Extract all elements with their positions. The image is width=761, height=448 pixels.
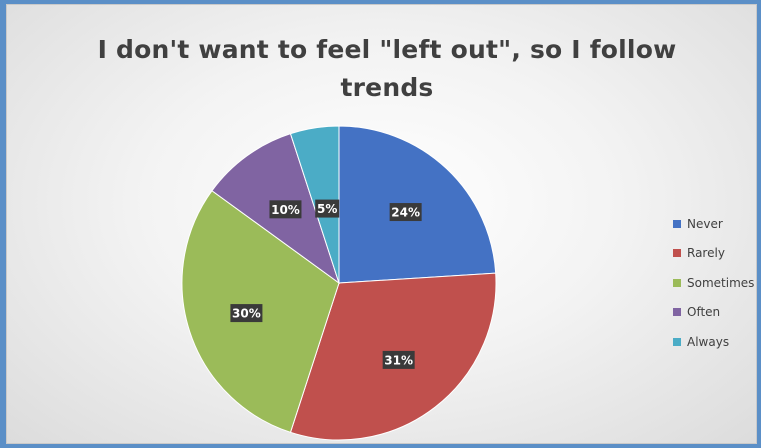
legend-item-never: Never bbox=[673, 209, 754, 239]
data-label-text: 24% bbox=[391, 206, 420, 220]
pie-chart: 24% 31% 30% 10% 5% bbox=[181, 125, 497, 441]
data-label-always: 5% bbox=[315, 199, 340, 218]
data-label-text: 30% bbox=[232, 307, 261, 321]
data-label-box bbox=[389, 203, 422, 222]
legend-label: Sometimes bbox=[687, 275, 755, 290]
data-label-text: 10% bbox=[271, 203, 300, 217]
chart-title: I don't want to feel "left out", so I fo… bbox=[97, 35, 677, 102]
legend-label: Never bbox=[687, 216, 723, 231]
chart-area: I don't want to feel "left out", so I fo… bbox=[6, 4, 757, 444]
data-label-box bbox=[230, 304, 263, 323]
legend-label: Always bbox=[687, 334, 730, 349]
data-label-box bbox=[269, 200, 302, 219]
legend: Never Rarely Sometimes Often Always bbox=[673, 209, 754, 357]
legend-item-often: Often bbox=[673, 298, 754, 328]
legend-item-sometimes: Sometimes bbox=[673, 268, 754, 298]
legend-swatch bbox=[673, 219, 681, 228]
legend-swatch bbox=[673, 249, 681, 258]
data-label-text: 5% bbox=[317, 202, 337, 216]
data-label-text: 31% bbox=[384, 353, 413, 367]
legend-swatch bbox=[673, 278, 681, 287]
legend-swatch bbox=[673, 308, 681, 317]
legend-item-always: Always bbox=[673, 327, 754, 357]
legend-label: Often bbox=[687, 305, 721, 320]
data-label-box bbox=[315, 199, 340, 218]
data-label-never: 24% bbox=[389, 203, 422, 222]
data-label-often: 10% bbox=[269, 200, 302, 219]
legend-swatch bbox=[673, 337, 681, 346]
data-label-rarely: 31% bbox=[382, 350, 415, 369]
data-label-box bbox=[382, 350, 415, 369]
pie-slice-always bbox=[289, 125, 340, 284]
data-label-sometimes: 30% bbox=[230, 304, 263, 323]
legend-item-rarely: Rarely bbox=[673, 239, 754, 269]
legend-label: Rarely bbox=[687, 246, 725, 261]
